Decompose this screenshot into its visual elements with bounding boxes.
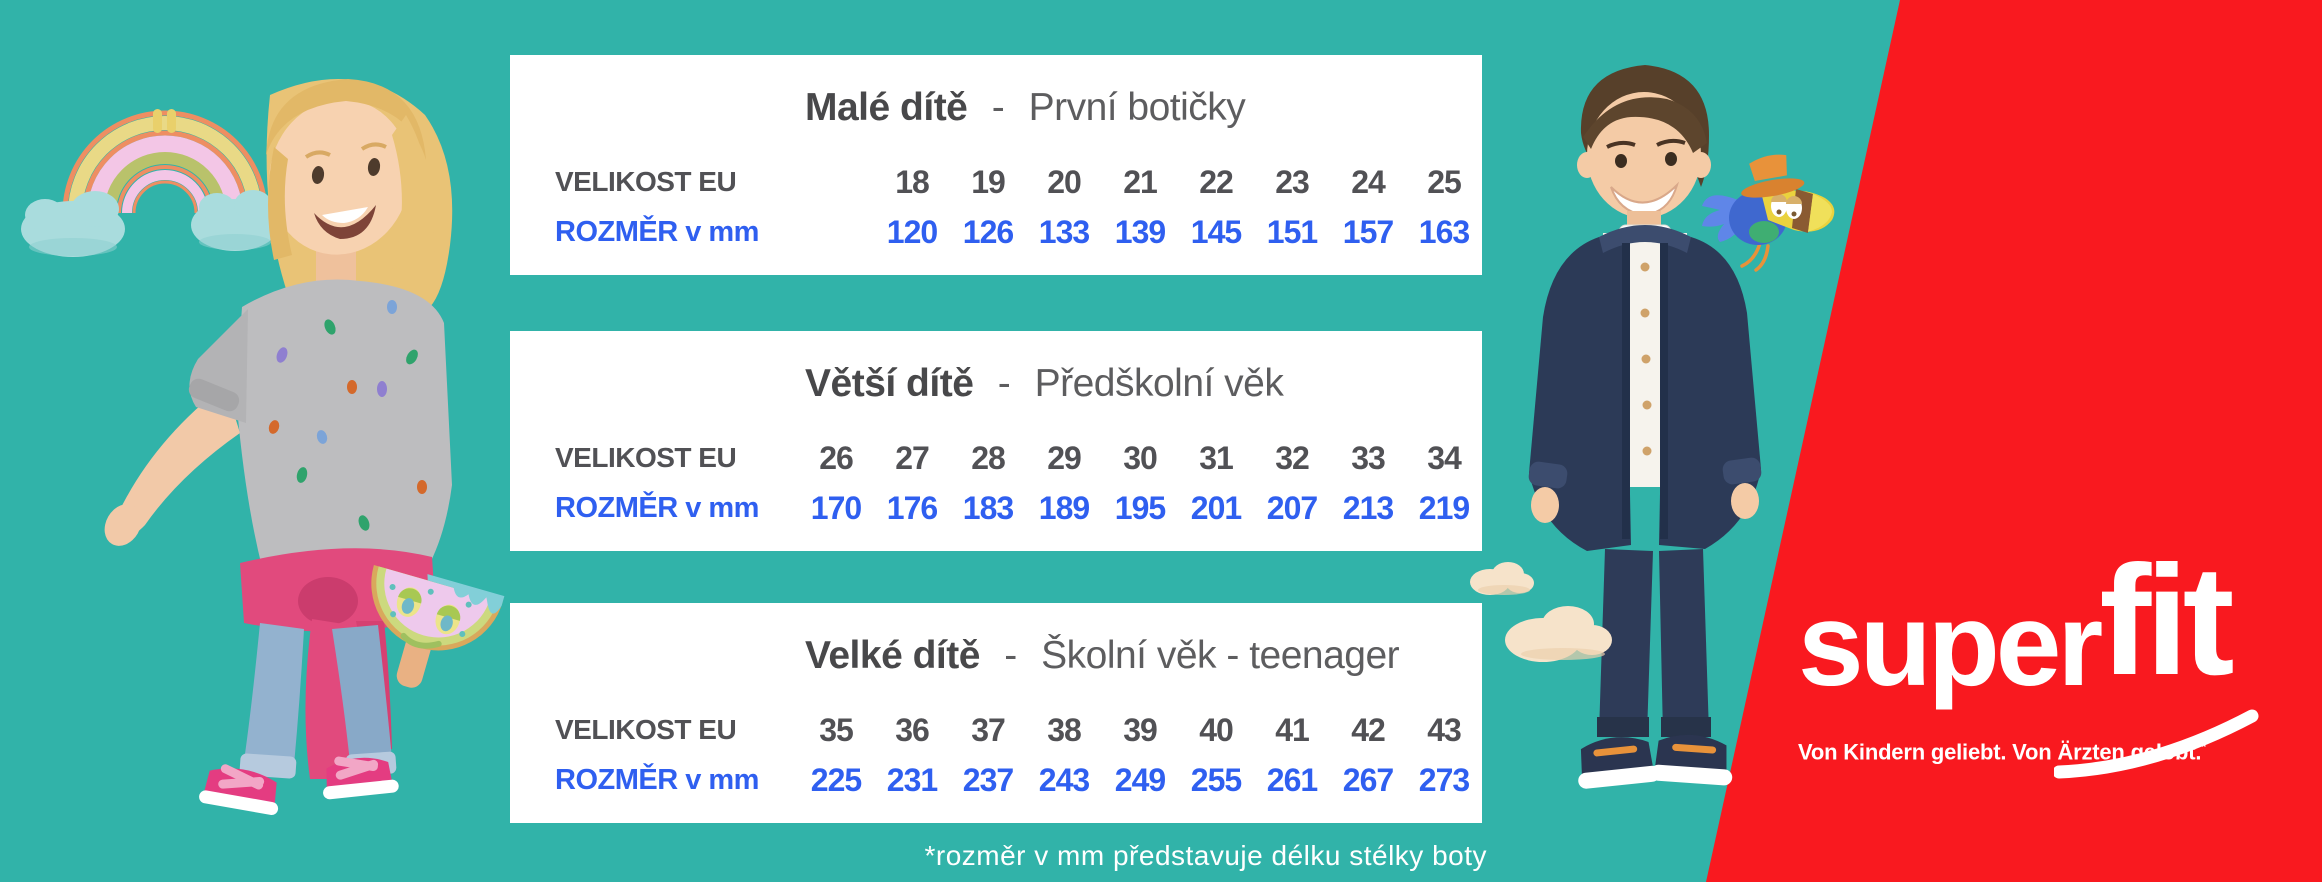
eu-size-value: 41 <box>1275 711 1310 748</box>
eu-size-row: VELIKOST EU 35 36 37 38 39 40 41 42 43 <box>555 710 1482 750</box>
eu-size-value: 35 <box>819 711 854 748</box>
eu-size-value: 40 <box>1199 711 1234 748</box>
eu-size-value: 18 <box>895 163 930 200</box>
mm-size-value: 170 <box>810 489 862 526</box>
mm-size-value: 120 <box>886 213 938 250</box>
mm-size-value: 126 <box>962 213 1014 250</box>
eu-size-row: VELIKOST EU 18 19 20 21 22 23 24 25 <box>555 162 1482 202</box>
popsicle-icon <box>371 564 505 688</box>
eu-size-value: 37 <box>971 711 1006 748</box>
card-title: Velké dítě - Školní věk - teenager <box>805 633 1400 679</box>
eu-size-value: 34 <box>1427 439 1462 476</box>
card-title-bold: Větší dítě <box>805 362 974 405</box>
mm-size-value: 183 <box>962 489 1014 526</box>
mm-size-value: 273 <box>1418 761 1470 798</box>
eu-size-value: 43 <box>1427 711 1462 748</box>
card-title-light: Školní věk - teenager <box>1041 634 1400 677</box>
mm-size-row: ROZMĚR v mm 170 176 183 189 195 201 207 … <box>555 488 1482 528</box>
mm-size-value: 231 <box>886 761 938 798</box>
eu-size-value: 36 <box>895 711 930 748</box>
superfit-logo: super fit Von Kindern geliebt. Von Ärzte… <box>1798 543 2278 779</box>
mm-size-value: 133 <box>1038 213 1090 250</box>
boy-photo <box>1528 65 1762 789</box>
mm-size-value: 243 <box>1038 761 1090 798</box>
mm-size-value: 145 <box>1190 213 1242 250</box>
mm-size-label: ROZMĚR v mm <box>555 763 759 796</box>
mm-size-value: 207 <box>1266 489 1318 526</box>
footnote: *rozměr v mm představuje délku stélky bo… <box>924 840 1487 871</box>
eu-size-label: VELIKOST EU <box>555 442 737 473</box>
card-title-light: První botičky <box>1028 86 1246 129</box>
eu-size-value: 29 <box>1047 439 1082 476</box>
mm-size-value: 163 <box>1418 213 1470 250</box>
mm-size-label: ROZMĚR v mm <box>555 491 759 524</box>
eu-size-value: 32 <box>1275 439 1310 476</box>
mm-size-label: ROZMĚR v mm <box>555 215 759 248</box>
mm-size-value: 225 <box>810 761 862 798</box>
mm-size-value: 213 <box>1342 489 1394 526</box>
mm-size-value: 201 <box>1190 489 1242 526</box>
mm-size-row: ROZMĚR v mm 120 126 133 139 145 151 157 … <box>555 212 1482 252</box>
card-title-bold: Malé dítě <box>805 86 968 129</box>
size-chart-card-small-child: Malé dítě - První botičky VELIKOST EU 18… <box>510 55 1482 275</box>
eu-size-value: 26 <box>819 439 854 476</box>
size-chart-card-bigger-child: Větší dítě - Předškolní věk VELIKOST EU … <box>510 331 1482 551</box>
logo-text-fit: fit <box>2099 534 2234 708</box>
eu-size-value: 31 <box>1199 439 1234 476</box>
eu-size-label: VELIKOST EU <box>555 714 737 745</box>
card-title-separator: - <box>997 362 1011 405</box>
toucan-icon <box>1702 154 1835 272</box>
logo-swoosh-icon <box>2054 709 2259 779</box>
eu-size-value: 23 <box>1275 163 1310 200</box>
mm-size-value: 249 <box>1114 761 1166 798</box>
mm-size-row: ROZMĚR v mm 225 231 237 243 249 255 261 … <box>555 760 1482 800</box>
rainbow-clouds-icon <box>21 109 275 257</box>
mm-size-value: 139 <box>1114 213 1166 250</box>
eu-size-value: 21 <box>1123 163 1158 200</box>
mm-size-value: 157 <box>1342 213 1394 250</box>
eu-size-value: 42 <box>1351 711 1386 748</box>
card-title: Malé dítě - První botičky <box>805 85 1246 131</box>
eu-size-value: 39 <box>1123 711 1158 748</box>
mm-size-value: 176 <box>886 489 938 526</box>
card-title-light: Předškolní věk <box>1034 362 1284 405</box>
mm-size-value: 195 <box>1114 489 1166 526</box>
eu-size-value: 25 <box>1427 163 1462 200</box>
card-title-bold: Velké dítě <box>805 634 980 677</box>
eu-size-value: 38 <box>1047 711 1082 748</box>
eu-size-value: 30 <box>1123 439 1158 476</box>
eu-size-row: VELIKOST EU 26 27 28 29 30 31 32 33 34 <box>555 438 1482 478</box>
mm-size-value: 151 <box>1266 213 1318 250</box>
mm-size-value: 219 <box>1418 489 1470 526</box>
card-title-separator: - <box>991 86 1005 129</box>
eu-size-value: 24 <box>1351 163 1386 200</box>
mm-size-value: 261 <box>1266 761 1318 798</box>
girl-photo <box>104 79 453 815</box>
tagline-asterisk: * <box>2201 739 2207 755</box>
card-title: Větší dítě - Předškolní věk <box>805 361 1284 407</box>
logo-text-super: super <box>1798 578 2103 711</box>
size-chart-card-big-child: Velké dítě - Školní věk - teenager VELIK… <box>510 603 1482 823</box>
clouds-icon <box>1470 562 1612 662</box>
eu-size-label: VELIKOST EU <box>555 166 737 197</box>
mm-size-value: 189 <box>1038 489 1090 526</box>
eu-size-value: 19 <box>971 163 1006 200</box>
eu-size-value: 20 <box>1047 163 1082 200</box>
mm-size-value: 267 <box>1342 761 1394 798</box>
eu-size-value: 22 <box>1199 163 1234 200</box>
eu-size-value: 33 <box>1351 439 1386 476</box>
eu-size-value: 27 <box>895 439 930 476</box>
card-title-separator: - <box>1004 634 1017 677</box>
mm-size-value: 255 <box>1190 761 1242 798</box>
mm-size-value: 237 <box>962 761 1014 798</box>
eu-size-value: 28 <box>971 439 1006 476</box>
